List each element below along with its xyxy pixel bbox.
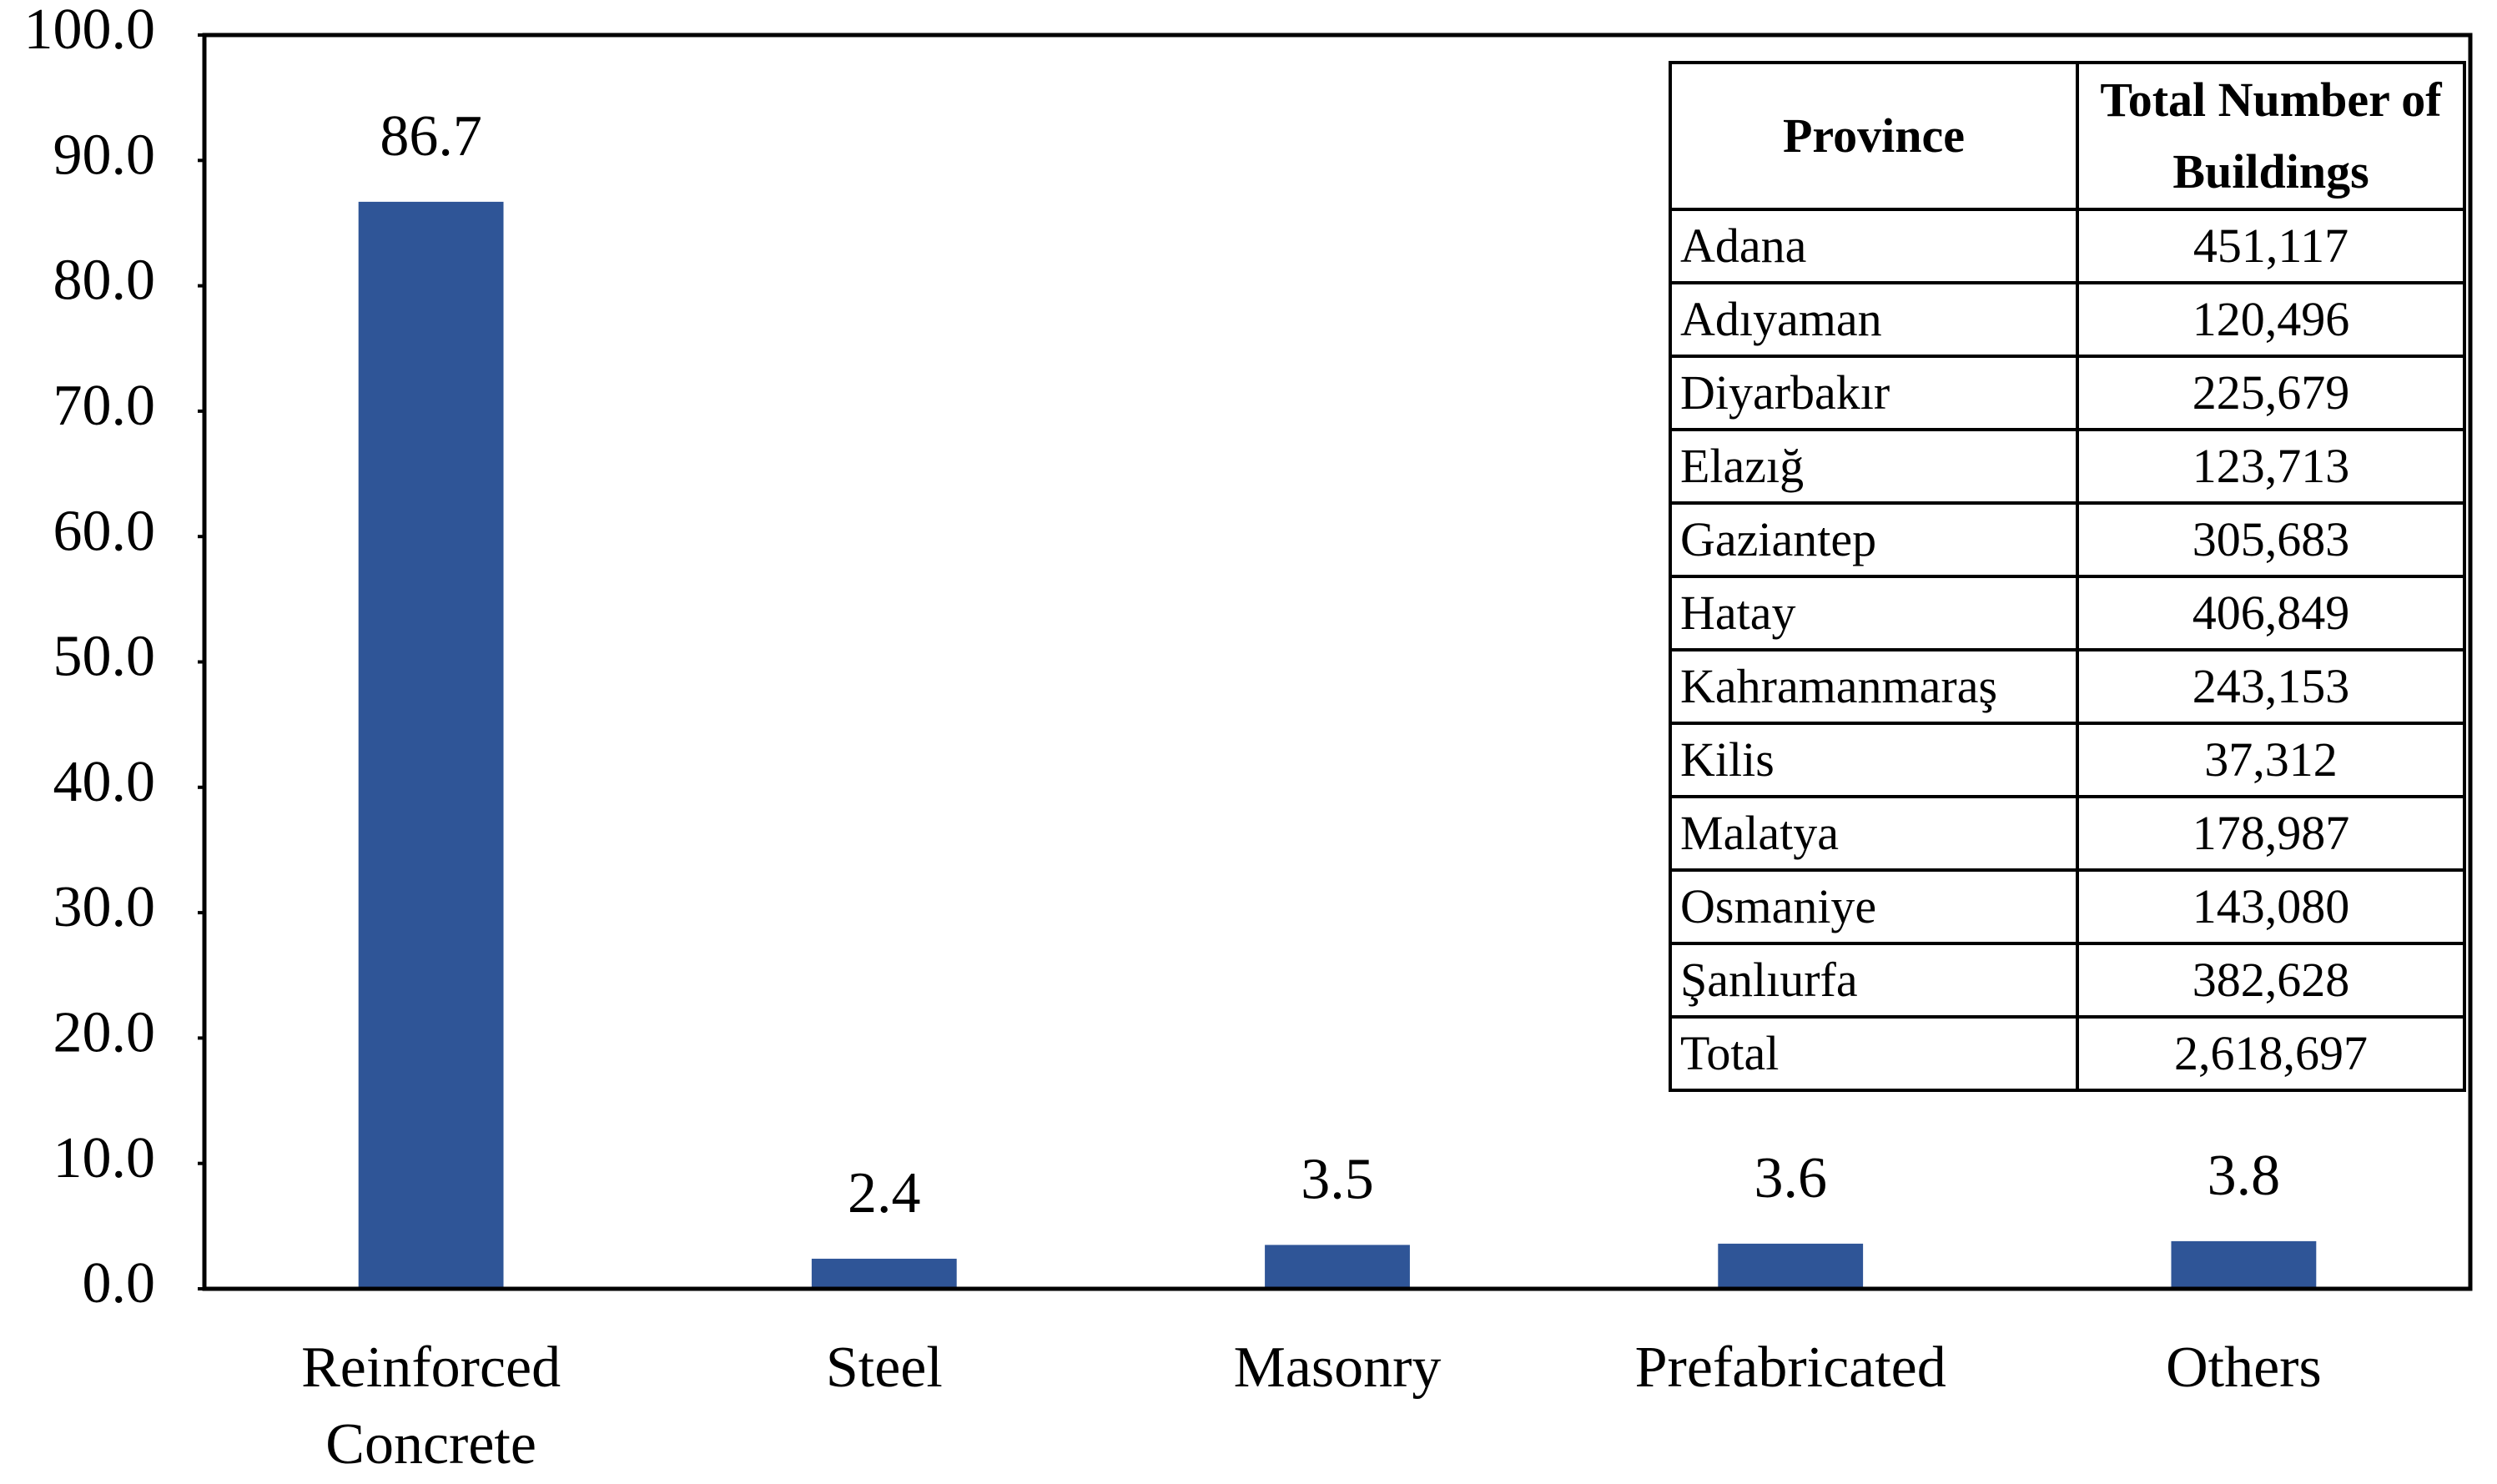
table-cell: 406,849 — [2076, 575, 2466, 651]
y-tick-label: 40.0 — [53, 750, 156, 814]
table-row: Total 2,618,697 — [1669, 1015, 2466, 1092]
y-tick-label: 70.0 — [53, 374, 156, 438]
x-tick-label: Prefabricated — [1634, 1336, 1946, 1400]
table-cell: Gaziantep — [1669, 501, 2079, 578]
table-row: Kilis 37,312 — [1669, 722, 2466, 798]
x-tick-label: Reinforced Concrete — [301, 1336, 561, 1476]
bar — [358, 201, 504, 1289]
x-tick-label: Masonry — [1233, 1336, 1442, 1400]
bar — [811, 1258, 957, 1289]
value-label: 3.8 — [2208, 1144, 2281, 1208]
header-cell: Total Number of Buildings — [2076, 61, 2466, 211]
value-label: 86.7 — [380, 104, 482, 169]
table-cell: 2,618,697 — [2076, 1015, 2466, 1092]
table-cell: 305,683 — [2076, 501, 2466, 578]
table-row: Kahramanmaraş 243,153 — [1669, 648, 2466, 725]
y-tick-label: 30.0 — [53, 875, 156, 939]
table-row: Malatya 178,987 — [1669, 795, 2466, 872]
table-cell: Kahramanmaraş — [1669, 648, 2079, 725]
bar — [1718, 1243, 1864, 1289]
value-label: 2.4 — [848, 1161, 921, 1225]
table-cell: Adıyaman — [1669, 281, 2079, 358]
table-cell: 451,117 — [2076, 208, 2466, 284]
table-cell: Şanlıurfa — [1669, 942, 2079, 1019]
y-tick-label: 0.0 — [83, 1251, 156, 1315]
table-cell: 120,496 — [2076, 281, 2466, 358]
table-cell: Hatay — [1669, 575, 2079, 651]
table-cell: 382,628 — [2076, 942, 2466, 1019]
x-tick-label: Others — [2166, 1336, 2322, 1400]
table-row: Elazığ 123,713 — [1669, 428, 2466, 505]
province-table: Province Total Number of Buildings Adana… — [1669, 61, 2466, 1092]
table-cell: Total — [1669, 1015, 2079, 1092]
value-label: 3.5 — [1301, 1147, 1374, 1211]
table-row: Osmaniye 143,080 — [1669, 868, 2466, 945]
x-tick-label: Steel — [825, 1336, 943, 1400]
value-label: 3.6 — [1754, 1146, 1827, 1210]
y-tick-label: 60.0 — [53, 499, 156, 563]
table-row: Gaziantep 305,683 — [1669, 501, 2466, 578]
table-cell: 37,312 — [2076, 722, 2466, 798]
header-cell: Province — [1669, 61, 2079, 211]
table-cell: Adana — [1669, 208, 2079, 284]
table-cell: Diyarbakır — [1669, 355, 2079, 431]
table-cell: 143,080 — [2076, 868, 2466, 945]
y-tick-label: 90.0 — [53, 123, 156, 187]
table-cell: 243,153 — [2076, 648, 2466, 725]
table-cell: Kilis — [1669, 722, 2079, 798]
table-row: Adıyaman 120,496 — [1669, 281, 2466, 358]
y-tick-label: 20.0 — [53, 1000, 156, 1064]
bar — [1265, 1245, 1410, 1289]
y-tick-label: 10.0 — [53, 1126, 156, 1190]
table-row: Diyarbakır 225,679 — [1669, 355, 2466, 431]
plot-frame — [202, 33, 2473, 1291]
table-cell: Malatya — [1669, 795, 2079, 872]
table-header: Province Total Number of Buildings — [1669, 61, 2466, 211]
table-cell: 123,713 — [2076, 428, 2466, 505]
y-tick-label: 50.0 — [53, 625, 156, 689]
table-cell: Osmaniye — [1669, 868, 2079, 945]
table-row: Şanlıurfa 382,628 — [1669, 942, 2466, 1019]
table-cell: 178,987 — [2076, 795, 2466, 872]
y-tick-label: 100.0 — [24, 0, 156, 62]
table-cell: 225,679 — [2076, 355, 2466, 431]
table-row: Adana 451,117 — [1669, 208, 2466, 284]
table-row: Hatay 406,849 — [1669, 575, 2466, 651]
bar — [2171, 1240, 2317, 1289]
y-tick-label: 80.0 — [53, 249, 156, 313]
table-cell: Elazığ — [1669, 428, 2079, 505]
